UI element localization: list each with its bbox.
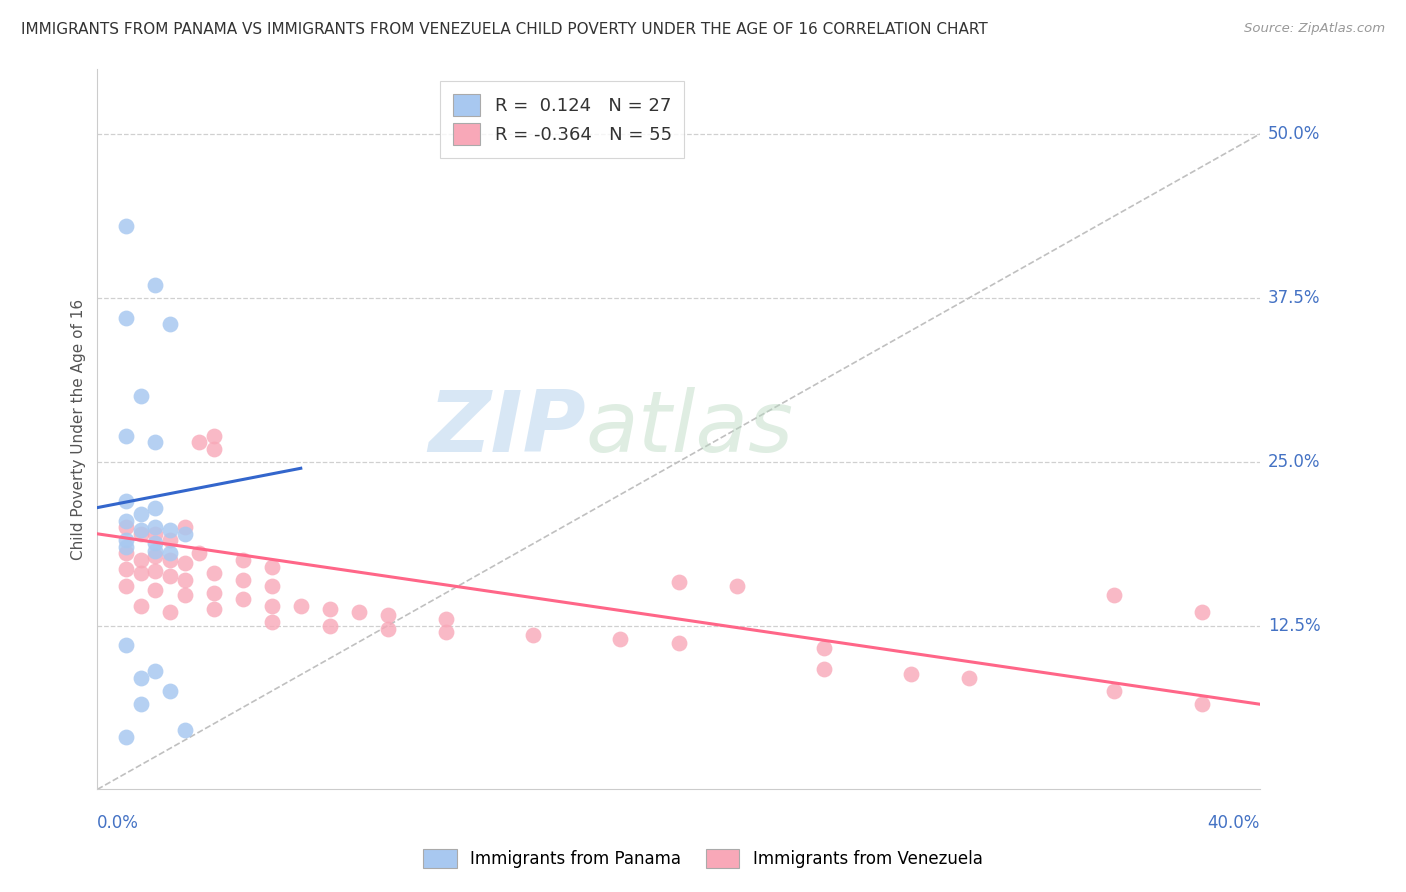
Point	[159, 523, 181, 537]
Point	[145, 549, 167, 563]
Point	[232, 592, 254, 607]
Point	[173, 573, 195, 587]
Point	[202, 601, 225, 615]
Point	[173, 520, 195, 534]
Text: atlas: atlas	[585, 387, 793, 470]
Point	[260, 579, 283, 593]
Text: 50.0%: 50.0%	[1268, 125, 1320, 143]
Text: Source: ZipAtlas.com: Source: ZipAtlas.com	[1244, 22, 1385, 36]
Point	[115, 533, 138, 548]
Point	[668, 575, 690, 590]
Point	[813, 662, 835, 676]
Point	[232, 553, 254, 567]
Point	[260, 559, 283, 574]
Point	[115, 514, 138, 528]
Point	[1191, 606, 1213, 620]
Point	[115, 310, 138, 325]
Point	[115, 219, 138, 233]
Point	[260, 615, 283, 629]
Point	[290, 599, 312, 613]
Point	[188, 546, 211, 560]
Point	[319, 618, 342, 632]
Text: 37.5%: 37.5%	[1268, 289, 1320, 307]
Point	[129, 526, 152, 541]
Point	[129, 566, 152, 581]
Point	[173, 526, 195, 541]
Point	[1104, 589, 1126, 603]
Point	[813, 640, 835, 655]
Point	[145, 277, 167, 292]
Text: 12.5%: 12.5%	[1268, 616, 1320, 634]
Point	[145, 500, 167, 515]
Point	[129, 553, 152, 567]
Text: 25.0%: 25.0%	[1268, 453, 1320, 471]
Point	[145, 544, 167, 558]
Text: IMMIGRANTS FROM PANAMA VS IMMIGRANTS FROM VENEZUELA CHILD POVERTY UNDER THE AGE : IMMIGRANTS FROM PANAMA VS IMMIGRANTS FRO…	[21, 22, 988, 37]
Point	[115, 540, 138, 554]
Point	[145, 583, 167, 598]
Point	[609, 632, 631, 646]
Point	[145, 435, 167, 450]
Text: 40.0%: 40.0%	[1208, 814, 1260, 832]
Point	[173, 723, 195, 738]
Point	[668, 635, 690, 649]
Point	[115, 520, 138, 534]
Point	[129, 507, 152, 521]
Point	[434, 612, 457, 626]
Legend: Immigrants from Panama, Immigrants from Venezuela: Immigrants from Panama, Immigrants from …	[416, 842, 990, 875]
Point	[145, 564, 167, 578]
Point	[159, 533, 181, 548]
Point	[957, 671, 980, 685]
Point	[145, 526, 167, 541]
Point	[1104, 684, 1126, 698]
Point	[115, 494, 138, 508]
Point	[900, 667, 922, 681]
Point	[159, 684, 181, 698]
Point	[173, 589, 195, 603]
Point	[347, 606, 370, 620]
Point	[319, 601, 342, 615]
Point	[202, 566, 225, 581]
Point	[115, 730, 138, 744]
Point	[159, 317, 181, 331]
Point	[232, 573, 254, 587]
Point	[159, 606, 181, 620]
Point	[188, 435, 211, 450]
Point	[522, 628, 544, 642]
Point	[159, 553, 181, 567]
Point	[202, 428, 225, 442]
Point	[129, 523, 152, 537]
Point	[202, 442, 225, 456]
Point	[159, 546, 181, 560]
Point	[145, 665, 167, 679]
Point	[159, 568, 181, 582]
Legend: R =  0.124   N = 27, R = -0.364   N = 55: R = 0.124 N = 27, R = -0.364 N = 55	[440, 81, 685, 158]
Point	[145, 520, 167, 534]
Point	[129, 697, 152, 711]
Point	[1191, 697, 1213, 711]
Point	[115, 546, 138, 560]
Point	[377, 623, 399, 637]
Point	[434, 625, 457, 640]
Point	[115, 428, 138, 442]
Point	[725, 579, 748, 593]
Text: 0.0%: 0.0%	[97, 814, 139, 832]
Point	[260, 599, 283, 613]
Point	[377, 608, 399, 623]
Point	[115, 562, 138, 576]
Point	[145, 536, 167, 550]
Text: ZIP: ZIP	[427, 387, 585, 470]
Point	[129, 671, 152, 685]
Y-axis label: Child Poverty Under the Age of 16: Child Poverty Under the Age of 16	[72, 299, 86, 559]
Point	[129, 389, 152, 403]
Point	[115, 579, 138, 593]
Point	[115, 638, 138, 652]
Point	[202, 586, 225, 600]
Point	[173, 556, 195, 570]
Point	[129, 599, 152, 613]
